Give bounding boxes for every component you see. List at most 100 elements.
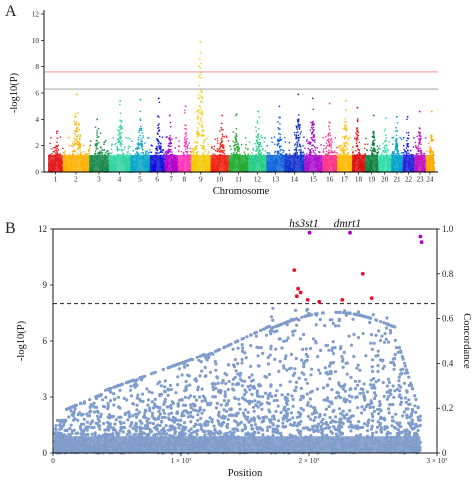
snp-band (210, 154, 229, 172)
snp-point (309, 129, 312, 131)
snp-point (107, 154, 110, 156)
snp-point (258, 144, 261, 146)
snp-point (357, 148, 359, 150)
snp-point (158, 130, 160, 132)
snp-peak-point (373, 114, 375, 117)
snp-point (78, 144, 80, 147)
snp-point (259, 152, 262, 155)
snp-point (155, 151, 157, 154)
snp-point (191, 151, 193, 153)
snp-point (169, 135, 171, 137)
snp-point (235, 133, 237, 135)
chromosome-4-points (108, 100, 132, 173)
snp-point (318, 151, 320, 153)
snp-point (157, 140, 159, 142)
snp-point (140, 125, 142, 128)
snp-point (74, 143, 77, 145)
snp-point (196, 132, 199, 135)
snp-point (161, 151, 163, 154)
snp-point (55, 153, 58, 155)
snp-point (255, 154, 257, 156)
snp-point (374, 139, 376, 141)
snp-point (198, 105, 201, 107)
snp-band (248, 154, 267, 172)
snp-point (56, 147, 58, 150)
snp-point (158, 152, 160, 154)
snp-point (121, 143, 123, 145)
snp-point (118, 126, 120, 128)
snp-point (364, 153, 366, 155)
snp-point (346, 141, 348, 143)
snp-point (107, 150, 109, 152)
snp-band (337, 154, 352, 172)
snp-point (116, 146, 118, 149)
snp-point (391, 152, 394, 154)
snp-point (412, 146, 415, 148)
snp-point (343, 143, 345, 146)
snp-point (297, 125, 299, 128)
snp-point (144, 142, 146, 144)
snp-point (330, 145, 332, 147)
snp-band (414, 154, 426, 172)
snp-point (333, 150, 336, 152)
snp-point (56, 151, 59, 153)
snp-point (96, 132, 98, 134)
snp-point (255, 150, 257, 152)
snp-point (184, 133, 186, 135)
snp-point (314, 139, 316, 141)
snp-point (73, 143, 76, 146)
snp-band (62, 154, 90, 172)
snp-point (202, 130, 204, 132)
snp-point (230, 148, 232, 150)
snp-point (96, 130, 98, 132)
snp-point (194, 147, 196, 149)
snp-point (221, 122, 223, 124)
snp-point (103, 149, 106, 151)
snp-point (221, 137, 223, 139)
snp-point (201, 100, 203, 102)
snp-point (340, 149, 342, 151)
snp-point (138, 129, 141, 132)
snp-point (157, 133, 159, 135)
snp-point (344, 118, 346, 120)
snp-point (407, 143, 409, 145)
snp-point (281, 149, 284, 151)
snp-point (120, 121, 123, 123)
snp-point (418, 148, 420, 150)
snp-point (178, 140, 180, 142)
snp-point (76, 136, 79, 138)
chromosome-7-points (164, 114, 179, 173)
snp-point (310, 137, 312, 139)
snp-point (311, 148, 313, 150)
snp-point (311, 132, 313, 135)
snp-peak-point (278, 105, 281, 108)
snp-point (73, 140, 76, 142)
snp-point (237, 149, 239, 151)
snp-point (219, 130, 221, 132)
snp-point (119, 103, 121, 106)
snp-point (252, 147, 254, 150)
snp-point (372, 142, 374, 145)
snp-band (304, 154, 323, 172)
snp-point (355, 145, 357, 147)
snp-point (314, 152, 316, 155)
snp-point (150, 144, 152, 146)
snp-point (266, 151, 268, 154)
snp-point (346, 153, 348, 156)
snp-point (127, 150, 129, 153)
snp-point (404, 150, 406, 152)
snp-point (387, 149, 389, 151)
snp-point (344, 145, 347, 147)
snp-point (345, 125, 347, 127)
snp-point (329, 132, 331, 134)
snp-point (343, 145, 345, 147)
snp-point (274, 143, 276, 145)
snp-point (279, 128, 281, 130)
snp-point (86, 153, 89, 155)
snp-point (200, 95, 202, 97)
snp-point (330, 143, 332, 145)
snp-point (300, 131, 302, 133)
snp-point (75, 127, 78, 130)
snp-point (257, 134, 259, 136)
snp-point (158, 129, 161, 131)
